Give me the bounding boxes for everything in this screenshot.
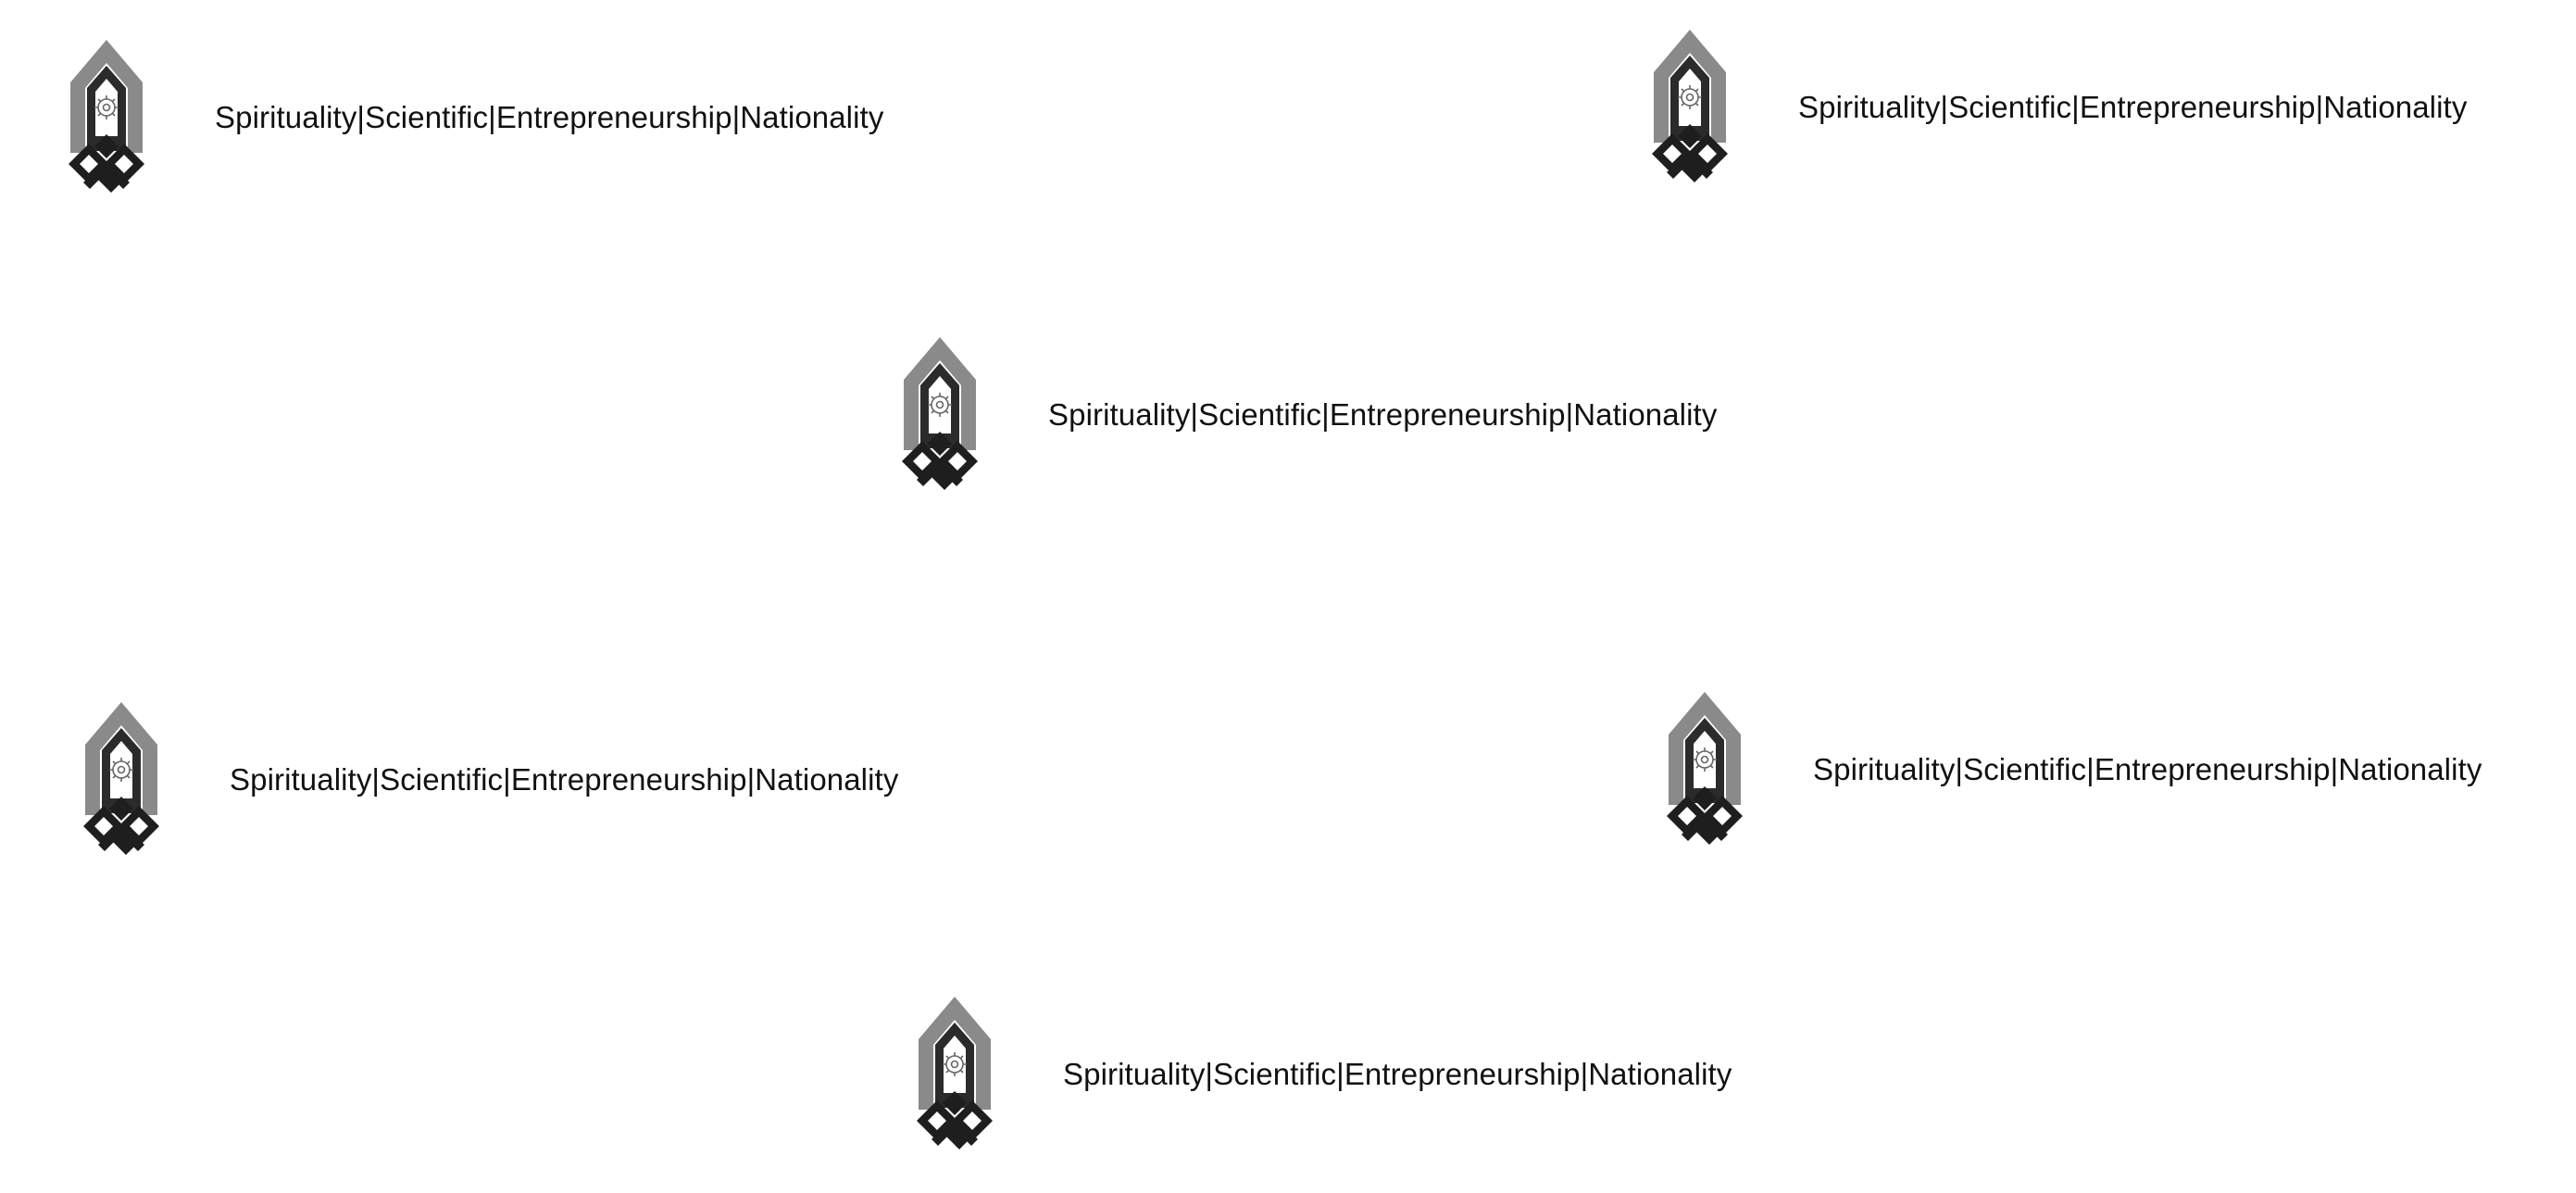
motto-text: Spirituality|Scientific|Entrepreneurship… <box>230 762 899 797</box>
motto-text: Spirituality|Scientific|Entrepreneurship… <box>215 100 884 134</box>
logo-lockup: Spirituality|Scientific|Entrepreneurship… <box>1644 682 2482 858</box>
university-emblem-icon <box>46 34 167 201</box>
university-emblem-icon <box>1630 24 1750 191</box>
logo-lockup: Spirituality|Scientific|Entrepreneurship… <box>880 327 1717 503</box>
motto-text: Spirituality|Scientific|Entrepreneurship… <box>1048 397 1718 432</box>
university-emblem-icon <box>61 697 181 863</box>
university-emblem-icon <box>894 991 1015 1158</box>
motto-text: Spirituality|Scientific|Entrepreneurship… <box>1063 1057 1732 1091</box>
motto-text: Spirituality|Scientific|Entrepreneurship… <box>1798 90 2468 124</box>
logo-lockup: Spirituality|Scientific|Entrepreneurship… <box>894 986 1732 1162</box>
logo-lockup: Spirituality|Scientific|Entrepreneurship… <box>1630 19 2467 195</box>
logo-lockup: Spirituality|Scientific|Entrepreneurship… <box>61 692 898 868</box>
university-emblem-icon <box>1644 686 1765 853</box>
logo-lockup: Spirituality|Scientific|Entrepreneurship… <box>46 30 883 206</box>
motto-text: Spirituality|Scientific|Entrepreneurship… <box>1813 752 2482 786</box>
university-emblem-icon <box>880 332 1000 498</box>
